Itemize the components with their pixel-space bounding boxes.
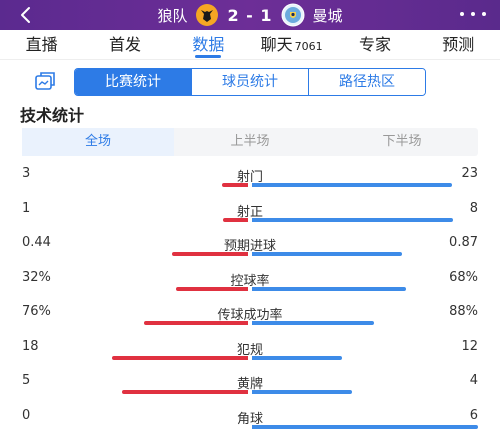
- tab-match-stats[interactable]: 比赛统计: [75, 69, 192, 95]
- tab-experts[interactable]: 专家: [333, 30, 416, 59]
- home-value: 5: [22, 373, 31, 388]
- away-bar: [252, 390, 352, 394]
- away-bar: [252, 217, 453, 222]
- stat-label: 射门: [236, 170, 263, 185]
- away-value: 68%: [449, 269, 478, 285]
- home-team-name: 狼队: [157, 6, 188, 25]
- home-value: 1: [22, 200, 31, 216]
- wolves-crest-icon: [195, 3, 219, 27]
- stat-label: 射正: [236, 204, 263, 220]
- period-second-half[interactable]: 下半场: [382, 134, 422, 149]
- stat-row-pass-accuracy: 76% 传球成功率 88%: [0, 298, 500, 333]
- tab-heatmap[interactable]: 路径热区: [309, 69, 425, 95]
- match-score: 2 - 1: [227, 5, 273, 25]
- tab-chat[interactable]: 聊天 7061: [250, 30, 333, 59]
- home-value: 32%: [22, 269, 51, 285]
- stat-label: 角球: [236, 411, 263, 427]
- chat-count: 7061: [294, 40, 323, 53]
- match-header: 狼队 2 - 1 曼城: [0, 0, 500, 30]
- stat-row-corners: 0 角球 6: [0, 402, 500, 437]
- away-bar: [252, 321, 374, 325]
- period-full-match[interactable]: 全场: [22, 128, 174, 156]
- home-value: 0: [22, 407, 31, 423]
- stats-segmented-control: 比赛统计 球员统计 路径热区: [74, 68, 426, 96]
- tab-lineup[interactable]: 首发: [83, 30, 166, 59]
- away-bar: [252, 286, 406, 291]
- tab-live[interactable]: 直播: [0, 30, 83, 59]
- away-bar: [252, 183, 452, 187]
- away-team-name: 曼城: [312, 6, 343, 25]
- tab-label: 预测: [442, 35, 475, 54]
- stat-row-fouls: 18 犯规 12: [0, 333, 500, 368]
- tab-predictions[interactable]: 预测: [417, 30, 500, 59]
- away-value: 23: [461, 166, 478, 181]
- back-arrow-icon[interactable]: [16, 5, 36, 25]
- home-value: 3: [22, 166, 31, 181]
- home-value: 76%: [22, 304, 51, 319]
- away-bar: [252, 424, 478, 429]
- man-city-crest-icon: [281, 3, 305, 27]
- stats-list: 3 射门 23 1 射正 8 0.44 预期进球 0.87 32% 控球率 68…: [0, 160, 500, 436]
- stat-row-shots-on-target: 1 射正 8: [0, 195, 500, 230]
- away-value: 6: [469, 407, 478, 423]
- stat-row-shots: 3 射门 23: [0, 160, 500, 195]
- stat-label: 控球率: [230, 273, 270, 289]
- home-bar: [176, 286, 248, 291]
- away-value: 88%: [449, 304, 478, 319]
- stat-label: 传球成功率: [217, 308, 283, 323]
- away-value: 0.87: [449, 235, 478, 250]
- stat-row-expected-goals: 0.44 预期进球 0.87: [0, 229, 500, 264]
- home-value: 0.44: [22, 235, 51, 250]
- stat-label: 预期进球: [223, 239, 276, 254]
- tab-label: 直播: [25, 35, 58, 54]
- period-first-half[interactable]: 上半场: [230, 134, 270, 149]
- home-bar: [172, 252, 248, 256]
- stat-label: 犯规: [236, 342, 263, 358]
- tab-player-stats[interactable]: 球员统计: [192, 69, 309, 95]
- period-selector: 全场 上半场 下半场: [22, 128, 478, 156]
- sub-tab-row: 比赛统计 球员统计 路径热区: [0, 62, 500, 98]
- home-bar: [144, 321, 248, 325]
- main-tab-bar: 直播 首发 数据 聊天 7061 专家 预测: [0, 30, 500, 60]
- more-options-icon[interactable]: [460, 4, 486, 24]
- home-bar: [223, 217, 248, 222]
- tab-label: 数据: [192, 35, 225, 54]
- home-bar: [222, 183, 248, 187]
- share-screenshot-icon[interactable]: [33, 70, 57, 92]
- away-bar: [252, 252, 402, 256]
- home-value: 18: [22, 338, 39, 354]
- tab-label: 聊天: [260, 35, 293, 54]
- home-bar: [122, 390, 248, 394]
- tab-data[interactable]: 数据: [167, 30, 250, 59]
- stat-label: 黄牌: [236, 377, 263, 392]
- away-bar: [252, 355, 342, 360]
- home-bar: [112, 355, 248, 360]
- away-value: 8: [469, 200, 478, 216]
- tab-label: 首发: [108, 35, 141, 54]
- away-value: 4: [469, 373, 478, 388]
- section-title: 技术统计: [20, 106, 85, 125]
- tab-label: 专家: [358, 35, 391, 54]
- match-scoreline: 狼队 2 - 1 曼城: [0, 0, 500, 30]
- away-value: 12: [461, 338, 478, 354]
- stat-row-yellow-cards: 5 黄牌 4: [0, 367, 500, 402]
- stat-row-possession: 32% 控球率 68%: [0, 264, 500, 299]
